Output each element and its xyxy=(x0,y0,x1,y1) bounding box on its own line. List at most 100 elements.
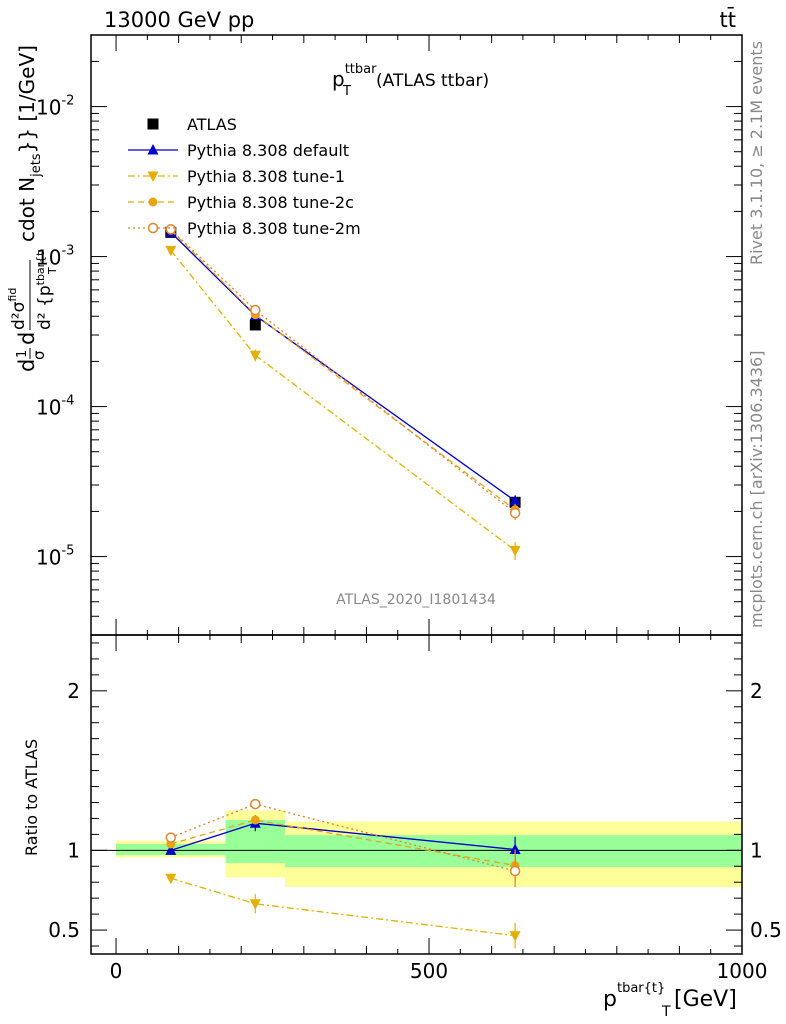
main-series-1 xyxy=(165,226,521,507)
ratio-series-2-line xyxy=(170,819,516,867)
ratio-series-2-point xyxy=(250,815,260,825)
ratio-frame xyxy=(90,634,743,955)
ylabel-num: d²σ xyxy=(9,301,29,330)
main-series-3 xyxy=(166,225,520,517)
main-title-sup: ttbar xyxy=(345,62,377,77)
svg-text:d: d xyxy=(15,359,39,372)
main-series-0-point xyxy=(249,319,261,331)
main-title-main: p xyxy=(332,67,345,91)
legend-entry-1: Pythia 8.308 default xyxy=(128,141,349,160)
svg-text:d² {ptbar{t: d² {ptbar{t xyxy=(34,251,55,330)
ratio-series-3 xyxy=(165,798,521,888)
ratio-series-3-point xyxy=(509,865,521,877)
ylabel-d2: d xyxy=(15,332,39,345)
ratio-ytick-label: 2 xyxy=(67,679,80,703)
svg-text:T: T xyxy=(46,267,59,275)
main-title-sub: T xyxy=(342,84,351,99)
ratio-ticks: 0 500 1000 0.5 0.5 1 1 2 2 xyxy=(48,635,782,983)
main-series-2-line xyxy=(170,249,516,551)
ylabel-den-sub: tbar{t xyxy=(34,251,47,286)
xlabel-main: p xyxy=(603,987,617,1012)
svg-text:σ: σ xyxy=(30,350,48,360)
ratio-ytick-label-right: 2 xyxy=(750,679,763,703)
ratio-series-0-point xyxy=(165,844,177,855)
xlabel: ptbar{t} xyxy=(603,981,665,1012)
main-title-rest: (ATLAS ttbar) xyxy=(376,71,489,91)
ylabel-den: d² {p xyxy=(35,285,55,330)
legend-entry-2: Pythia 8.308 tune-1 xyxy=(128,167,345,186)
ylabel-one: 1 xyxy=(15,350,30,358)
ratio-series-0-point xyxy=(509,843,521,855)
ylabel-fid: fid xyxy=(6,288,19,302)
legend-entry-1-marker xyxy=(147,144,159,155)
main-ytick-label: 10-3 xyxy=(36,244,74,270)
legend-entry-1-label: Pythia 8.308 default xyxy=(187,141,349,160)
legend-entry-2-marker xyxy=(147,171,159,182)
main-series-4-point xyxy=(509,507,521,519)
legend-entry-0-label: ATLAS xyxy=(187,115,237,134)
ylabel-d1: d xyxy=(15,359,39,372)
main-series-2-point xyxy=(509,545,521,557)
ratio-xtick-label: 500 xyxy=(410,959,448,983)
ratio-ytick-label: 0.5 xyxy=(48,918,80,942)
legend-entry-3: Pythia 8.308 tune-2c xyxy=(128,193,354,212)
ratio-series-1 xyxy=(165,873,521,949)
main-title: pttbar xyxy=(332,62,377,91)
xlabel-rest: [GeV] xyxy=(674,987,737,1012)
legend-entry-2-label: Pythia 8.308 tune-1 xyxy=(187,167,345,186)
xlabel-sub: T xyxy=(661,1004,671,1020)
legend-entry-0-marker xyxy=(147,118,159,130)
analysis-tag: ATLAS_2020_I1801434 xyxy=(336,592,496,608)
svg-text:1: 1 xyxy=(15,350,30,358)
ratio-ytick-label-right: 0.5 xyxy=(750,918,782,942)
ratio-series-1-point xyxy=(509,931,521,942)
svg-text:cdot Njets}} [1/GeV]: cdot Njets}} [1/GeV] xyxy=(15,45,44,242)
main-series-2-point xyxy=(249,350,261,362)
main-series-layer xyxy=(165,224,521,560)
ratio-xtick-label: 0 xyxy=(110,959,123,983)
ratio-xtick-label: 1000 xyxy=(717,959,768,983)
legend-entry-3-marker xyxy=(148,197,158,207)
main-ticks: 10-5 10-4 10-3 10-2 xyxy=(36,34,743,636)
legend-entry-4-label: Pythia 8.308 tune-2m xyxy=(187,219,361,238)
legend: ATLAS Pythia 8.308 default Pythia 8.308 tu… xyxy=(128,115,361,238)
main-series-4-point xyxy=(165,224,177,235)
ratio-series-layer xyxy=(165,798,521,949)
legend-entry-3-label: Pythia 8.308 tune-2c xyxy=(187,193,354,212)
header-process: 13000 GeV pp xyxy=(104,8,254,32)
ratio-ylabel: Ratio to ATLAS xyxy=(22,739,41,856)
ylabel-den-T: T xyxy=(46,267,59,275)
main-series-2-point xyxy=(165,245,177,257)
header-final-state: tt̄ xyxy=(720,7,736,32)
ratio-series-1-point xyxy=(249,899,261,910)
main-series-4-line xyxy=(170,228,516,514)
main-series-2 xyxy=(165,245,521,560)
ratio-series-3-point xyxy=(165,832,177,843)
ylabel-sigma: σ xyxy=(30,350,48,360)
main-series-1-point xyxy=(509,494,521,506)
main-series-4-point xyxy=(250,304,261,316)
main-ytick-label: 10-4 xyxy=(36,394,74,420)
side-mcplots-label: mcplots.cern.ch [arXiv:1306.3436] xyxy=(747,351,766,628)
side-rivet-label: Rivet 3.1.10, ≥ 2.1M events xyxy=(747,41,766,265)
ylabel-units: }} [1/GeV] xyxy=(15,45,39,153)
ratio-panel: 0 500 1000 0.5 0.5 1 1 2 2 Ratio to ATLAS ptbar{… xyxy=(22,634,782,1020)
ratio-ytick-label-right: 1 xyxy=(750,838,763,862)
main-series-1-line xyxy=(170,231,516,502)
ratio-series-3-point xyxy=(250,798,261,810)
ylabel-tail: cdot N xyxy=(15,177,39,242)
ylabel-jets: jets xyxy=(29,153,44,178)
legend-entry-0: ATLAS xyxy=(147,115,237,134)
ratio-series-1-point xyxy=(165,873,177,885)
main-ylabel: d 1 σ d d²σfid d² {ptbar{t T cdot Njets}… xyxy=(6,45,59,372)
legend-entry-4-marker xyxy=(147,222,159,234)
xlabel-sup: tbar{t} xyxy=(617,981,665,996)
ratio-ytick-label: 1 xyxy=(67,838,80,862)
main-panel: 10-510-410-310-2 pttbar T (ATLAS ttbar) … xyxy=(6,34,743,636)
svg-text:d: d xyxy=(15,332,39,345)
main-series-3-line xyxy=(170,229,516,511)
main-ytick-label: 10-5 xyxy=(36,544,74,570)
legend-entry-4: Pythia 8.308 tune-2m xyxy=(128,219,361,238)
main-series-4 xyxy=(165,224,521,521)
